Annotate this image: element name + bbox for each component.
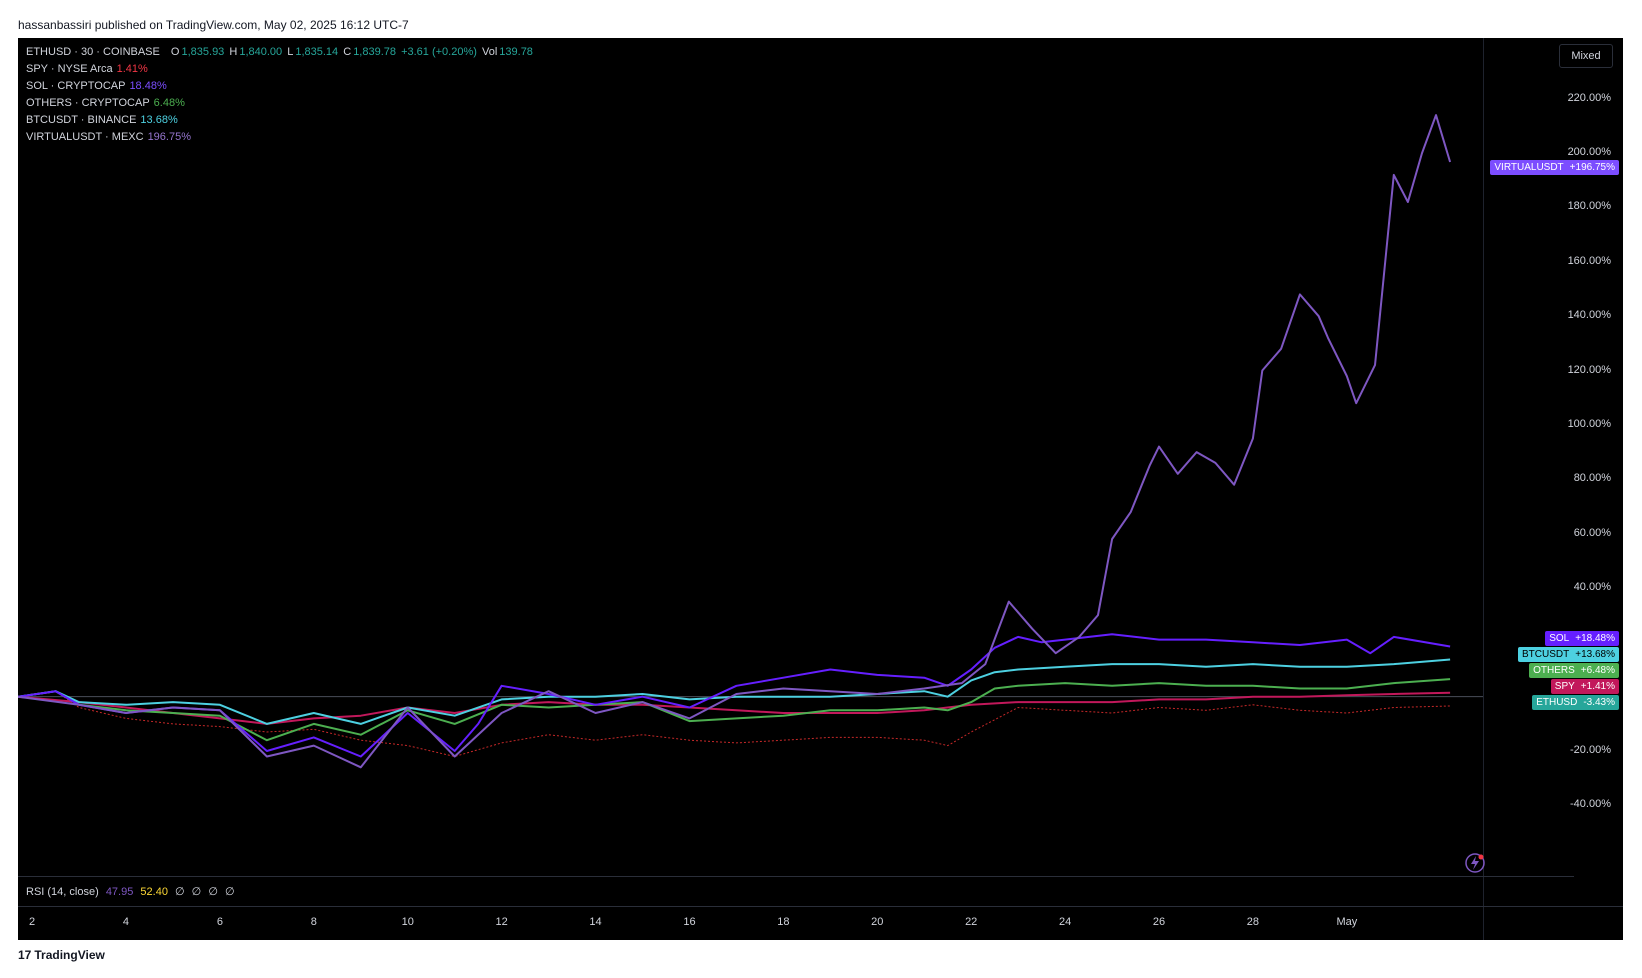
y-tick-label: 100.00% [1567,417,1611,430]
x-tick-label: 20 [871,916,884,928]
y-tick-label: -40.00% [1570,798,1611,811]
x-tick-label: 10 [401,916,414,928]
rsi-nan-2: ∅ [191,886,202,898]
legend-series-value: 1.41% [116,63,148,75]
y-tick-label: 60.00% [1573,526,1611,539]
price-tag-value: +196.75% [1569,162,1615,173]
open-key: O [170,46,180,58]
price-tag-value: +6.48% [1580,665,1615,676]
chart-plot[interactable] [18,38,1623,940]
price-tag-value: +1.41% [1580,681,1615,692]
price-tag-name: VIRTUALUSDT [1494,162,1564,173]
legend-series-label: BTCUSDT · BINANCE [26,114,137,126]
close-key: C [343,46,352,58]
tradingview-logo[interactable]: 17 TradingView [18,948,105,962]
x-tick-label: May [1336,916,1358,928]
series-line-ethusd[interactable] [18,690,1451,757]
price-tag-name: OTHERS [1533,665,1575,676]
price-tag-name: SPY [1554,681,1575,692]
rsi-legend: RSI (14, close) 47.95 52.40 ∅ ∅ ∅ ∅ [26,885,235,898]
rsi-nan-4: ∅ [224,886,235,898]
y-tick-label: 180.00% [1567,200,1611,213]
time-axis[interactable]: 2 4 6 8 10 12 14 16 18 20 22 24 26 28 May [18,906,1623,940]
legend-series-label: SPY · NYSE Arca [26,63,113,75]
price-tag-name: ETHUSD [1536,697,1578,708]
price-tag-btcusdt[interactable]: BTCUSDT +13.68% [1518,647,1619,662]
rsi-value-2: 52.40 [140,886,168,898]
price-tag-virtualusdt[interactable]: VIRTUALUSDT +196.75% [1490,160,1619,175]
high-key: H [229,46,238,58]
legend-series-value: 6.48% [153,97,185,109]
x-tick-label: 12 [495,916,508,928]
price-tag-name: SOL [1549,633,1570,644]
price-tag-value: -3.43% [1583,697,1615,708]
price-tag-value: +18.48% [1575,633,1615,644]
legend-row-virtualusdt[interactable]: VIRTUALUSDT · MEXC 196.75% [26,129,535,146]
x-tick-label: 26 [1152,916,1166,928]
rsi-label-text: RSI (14, close) [26,886,99,898]
legend-row-sol[interactable]: SOL · CRYPTOCAP 18.48% [26,78,535,95]
legend-row-spy[interactable]: SPY · NYSE Arca 1.41% [26,61,535,78]
legend-series-label: SOL · CRYPTOCAP [26,80,126,92]
legend-row-btcusdt[interactable]: BTCUSDT · BINANCE 13.68% [26,112,535,129]
scale-mode-button[interactable]: Mixed [1559,44,1613,68]
y-tick-label: 140.00% [1567,309,1611,322]
rsi-pane[interactable]: RSI (14, close) 47.95 52.40 ∅ ∅ ∅ ∅ [18,876,1574,907]
price-tag-value: +13.68% [1575,649,1615,660]
series-line-sol[interactable] [18,633,1451,758]
series-line-virtualusdt[interactable] [18,114,1452,769]
y-tick-label: 120.00% [1567,363,1611,376]
y-tick-label: -20.00% [1570,744,1611,757]
series-line-btcusdt[interactable] [18,658,1451,725]
x-tick-label: 8 [310,916,317,928]
legend-row-others[interactable]: OTHERS · CRYPTOCAP 6.48% [26,95,535,112]
x-tick-label: 2 [29,916,36,928]
change-value: +3.61 (+0.20%) [401,46,477,58]
rsi-nan-1: ∅ [175,886,185,898]
legend-main-row[interactable]: ETHUSD · 30 · COINBASE O 1,835.93 H 1,840.… [26,44,535,61]
open-value: 1,835.93 [181,46,225,58]
x-tick-label: 14 [589,916,602,928]
series-line-others[interactable] [18,678,1451,742]
y-tick-label: 200.00% [1567,146,1611,159]
x-tick-label: 18 [777,916,790,928]
x-tick-label: 6 [216,916,223,928]
rsi-value-1: 47.95 [105,886,134,898]
price-tag-spy[interactable]: SPY +1.41% [1550,679,1619,694]
y-tick-label: 80.00% [1573,472,1611,485]
high-value: 1,840.00 [239,46,283,58]
rsi-nan-3: ∅ [208,886,218,898]
y-tick-label: 40.00% [1573,580,1611,593]
x-tick-label: 16 [683,916,696,928]
price-tag-sol[interactable]: SOL +18.48% [1545,631,1619,646]
chart-frame[interactable]: ETHUSD · 30 · COINBASE O 1,835.93 H 1,840.… [18,38,1623,940]
price-tag-others[interactable]: OTHERS +6.48% [1529,663,1619,678]
legend-series-value: 13.68% [140,114,178,126]
tv-logo-glyph: 17 [18,948,32,962]
low-key: L [287,46,294,58]
legend-series-label: OTHERS · CRYPTOCAP [26,97,150,109]
publish-line: hassanbassiri published on TradingView.c… [18,18,409,32]
legend-series-value: 196.75% [147,131,191,143]
legend-series-label: VIRTUALUSDT · MEXC [26,131,144,143]
legend-main-label: ETHUSD · 30 · COINBASE [26,46,160,58]
price-axis-separator [1483,38,1484,940]
x-tick-label: 22 [965,916,978,928]
volume-value: 139.78 [499,46,533,58]
low-value: 1,835.14 [295,46,339,58]
price-tag-ethusd[interactable]: ETHUSD -3.43% [1532,695,1619,710]
volume-key: Vol [481,46,498,58]
x-tick-label: 24 [1058,916,1072,928]
close-value: 1,839.78 [353,46,397,58]
x-tick-label: 4 [122,916,130,928]
x-tick-label: 28 [1246,916,1260,928]
legend: ETHUSD · 30 · COINBASE O 1,835.93 H 1,840.… [26,44,535,146]
y-tick-label: 160.00% [1567,254,1611,267]
price-tag-name: BTCUSDT [1522,649,1570,660]
bolt-icon[interactable] [1464,852,1486,874]
y-tick-label: 220.00% [1567,91,1611,104]
legend-series-value: 18.48% [129,80,167,92]
tv-logo-text: TradingView [34,948,105,962]
